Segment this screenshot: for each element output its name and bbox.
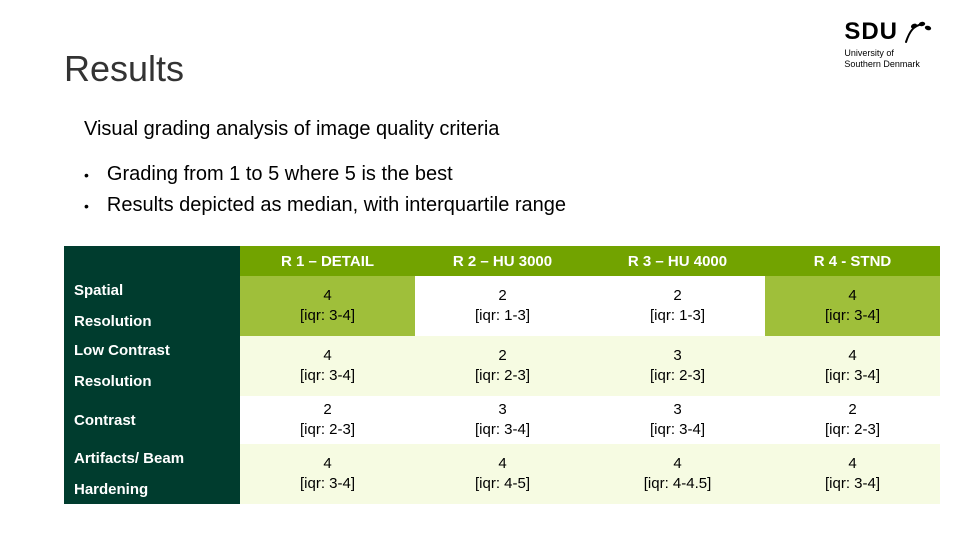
iqr-value: [iqr: 2-3] [421, 366, 584, 386]
median-value: 3 [421, 400, 584, 420]
row-label-line: Spatial [74, 282, 230, 299]
data-cell: 2[iqr: 2-3] [415, 336, 590, 396]
median-value: 2 [246, 400, 409, 420]
row-label-line: Artifacts/ Beam [74, 450, 230, 467]
col-header: R 3 – HU 4000 [590, 246, 765, 276]
bullet-dot-icon: • [84, 167, 89, 183]
median-value: 4 [771, 346, 934, 366]
slide: SDU University of Southern Denmark Resul… [0, 0, 960, 540]
iqr-value: [iqr: 3-4] [421, 420, 584, 440]
data-cell: 2[iqr: 1-3] [415, 276, 590, 336]
iqr-value: [iqr: 4-5] [421, 474, 584, 494]
median-value: 4 [421, 454, 584, 474]
row-label-line: Low Contrast [74, 342, 230, 359]
median-value: 3 [596, 400, 759, 420]
median-value: 4 [771, 286, 934, 306]
median-value: 4 [596, 454, 759, 474]
iqr-value: [iqr: 3-4] [246, 474, 409, 494]
median-value: 3 [596, 346, 759, 366]
page-title: Results [64, 48, 184, 90]
median-value: 2 [771, 400, 934, 420]
bullet-item: • Results depicted as median, with inter… [84, 194, 566, 217]
iqr-value: [iqr: 2-3] [246, 420, 409, 440]
iqr-value: [iqr: 3-4] [771, 366, 934, 386]
iqr-value: [iqr: 3-4] [771, 306, 934, 326]
data-cell: 4[iqr: 4-5] [415, 444, 590, 504]
logo-text: SDU [844, 18, 898, 46]
iqr-value: [iqr: 3-4] [771, 474, 934, 494]
col-header: R 2 – HU 3000 [415, 246, 590, 276]
iqr-value: [iqr: 3-4] [596, 420, 759, 440]
data-cell: 4[iqr: 3-4] [240, 336, 415, 396]
row-label: Artifacts/ Beam Hardening [64, 444, 240, 504]
data-cell: 4[iqr: 3-4] [765, 336, 940, 396]
data-cell: 4[iqr: 3-4] [765, 444, 940, 504]
data-cell: 4[iqr: 3-4] [240, 276, 415, 336]
col-header: R 1 – DETAIL [240, 246, 415, 276]
leaf-icon [904, 20, 932, 44]
median-value: 2 [421, 286, 584, 306]
bullet-text: Results depicted as median, with interqu… [107, 194, 566, 217]
results-table: R 1 – DETAIL R 2 – HU 3000 R 3 – HU 4000… [64, 246, 940, 504]
logo-row: SDU [844, 18, 932, 46]
table-row: Contrast2[iqr: 2-3]3[iqr: 3-4]3[iqr: 3-4… [64, 396, 940, 444]
row-label: Contrast [64, 396, 240, 444]
iqr-value: [iqr: 1-3] [596, 306, 759, 326]
row-label: Spatial Resolution [64, 276, 240, 336]
table-body: SpatialResolution4[iqr: 3-4]2[iqr: 1-3]2… [64, 276, 940, 504]
median-value: 2 [421, 346, 584, 366]
row-label: Low Contrast Resolution [64, 336, 240, 396]
data-cell: 2[iqr: 1-3] [590, 276, 765, 336]
median-value: 4 [246, 454, 409, 474]
sdu-logo: SDU University of Southern Denmark [844, 18, 932, 70]
logo-sub-line2: Southern Denmark [844, 59, 932, 70]
table-header-row: R 1 – DETAIL R 2 – HU 3000 R 3 – HU 4000… [64, 246, 940, 276]
bullet-dot-icon: • [84, 198, 89, 214]
data-cell: 4[iqr: 4-4.5] [590, 444, 765, 504]
data-cell: 3[iqr: 3-4] [415, 396, 590, 444]
bullet-text: Grading from 1 to 5 where 5 is the best [107, 163, 453, 186]
data-cell: 2[iqr: 2-3] [765, 396, 940, 444]
row-label-line: Resolution [74, 373, 230, 390]
median-value: 4 [246, 286, 409, 306]
median-value: 4 [246, 346, 409, 366]
table-corner [64, 246, 240, 276]
table-row: Low ContrastResolution4[iqr: 3-4]2[iqr: … [64, 336, 940, 396]
data-cell: 4[iqr: 3-4] [240, 444, 415, 504]
table-row: Artifacts/ BeamHardening4[iqr: 3-4]4[iqr… [64, 444, 940, 504]
data-cell: 3[iqr: 2-3] [590, 336, 765, 396]
data-cell: 3[iqr: 3-4] [590, 396, 765, 444]
median-value: 2 [596, 286, 759, 306]
bullet-item: • Grading from 1 to 5 where 5 is the bes… [84, 163, 566, 186]
data-cell: 2[iqr: 2-3] [240, 396, 415, 444]
data-cell: 4[iqr: 3-4] [765, 276, 940, 336]
logo-subtitle: University of Southern Denmark [844, 48, 932, 70]
iqr-value: [iqr: 3-4] [246, 366, 409, 386]
row-label-line: Resolution [74, 313, 230, 330]
table-row: SpatialResolution4[iqr: 3-4]2[iqr: 1-3]2… [64, 276, 940, 336]
median-value: 4 [771, 454, 934, 474]
bullet-list: • Grading from 1 to 5 where 5 is the bes… [84, 155, 566, 217]
col-header: R 4 - STND [765, 246, 940, 276]
iqr-value: [iqr: 1-3] [421, 306, 584, 326]
iqr-value: [iqr: 2-3] [771, 420, 934, 440]
results-table-wrap: R 1 – DETAIL R 2 – HU 3000 R 3 – HU 4000… [64, 246, 940, 504]
iqr-value: [iqr: 3-4] [246, 306, 409, 326]
row-label-line: Hardening [74, 481, 230, 498]
row-label-line: Contrast [74, 412, 230, 429]
logo-sub-line1: University of [844, 48, 932, 59]
iqr-value: [iqr: 2-3] [596, 366, 759, 386]
subtitle: Visual grading analysis of image quality… [84, 118, 499, 141]
iqr-value: [iqr: 4-4.5] [596, 474, 759, 494]
